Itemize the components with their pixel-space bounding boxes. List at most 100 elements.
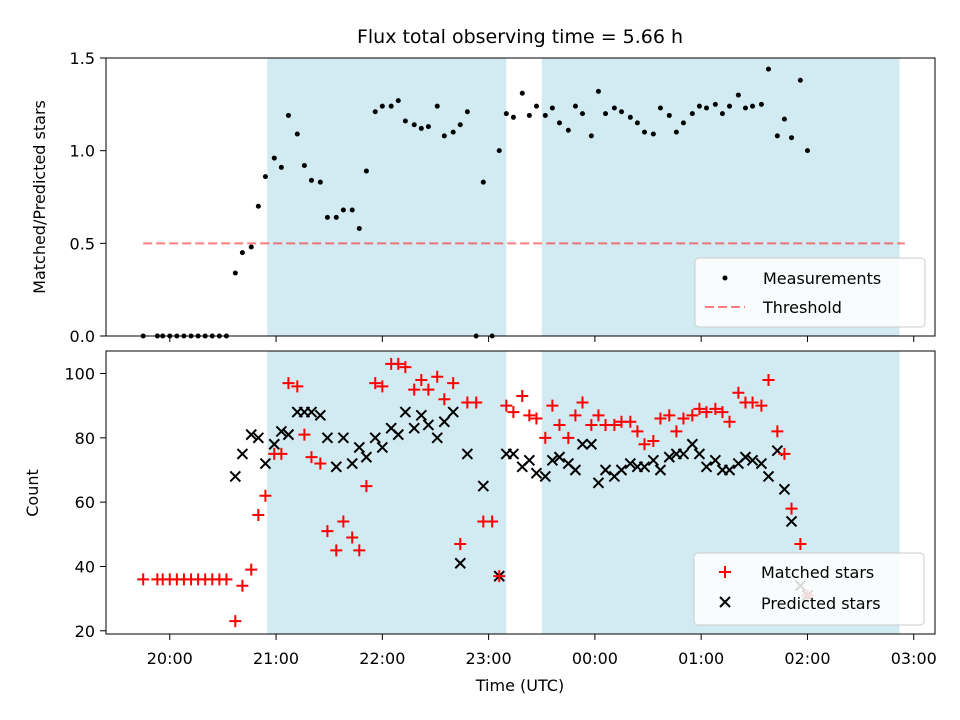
matched-star-point [314,457,327,470]
measurement-point [603,111,609,117]
measurement-point [789,135,795,141]
predicted-star-point [755,457,768,470]
matched-star-point [470,396,483,409]
measurement-point [703,105,709,111]
matched-star-point [523,409,536,422]
measurement-point [418,125,424,131]
predicted-star-point [762,470,775,483]
matched-star-point [422,383,435,396]
predicted-star-point [477,480,490,492]
matched-star-point [353,544,366,557]
predicted-star-point [252,432,265,444]
predicted-star-point [569,464,582,476]
measurement-point [804,148,810,154]
matched-star-point [546,399,559,412]
matched-star-point [392,357,405,370]
measurement-point [696,103,702,109]
matched-star-point [259,489,272,502]
matched-star-point [399,361,412,374]
predicted-stars-points [229,406,814,602]
predicted-star-point [236,448,249,460]
matched-star-point [723,415,736,428]
predicted-star-point [392,428,404,441]
y-tick-label: 0.5 [70,234,95,253]
measurement-point [340,207,346,213]
x-tick-label: 01:00 [678,649,724,668]
matched-star-point [516,390,529,403]
predicted-star-point [454,557,466,569]
matched-star-point [709,402,722,415]
predicted-star-point [321,432,334,444]
measurement-point [308,177,314,183]
measurement-point [356,226,362,232]
matched-star-point [686,409,699,422]
matched-star-point [530,412,543,425]
ratio-plot-frame [105,57,936,337]
predicted-star-point [346,457,358,470]
matched-star-point [762,373,775,386]
matched-star-point [415,373,428,386]
predicted-star-point [337,432,350,444]
ratio-y-axis-label: Matched/Predicted stars [30,100,49,294]
predicted-star-point [693,448,706,460]
matched-star-point [631,425,644,438]
matched-star-point [291,380,304,393]
matched-star-point [493,570,506,583]
predicted-star-point [360,451,373,463]
matched-star-point [275,447,288,460]
matched-star-point [663,409,676,422]
legend-matched-marker [719,566,731,578]
predicted-star-point [546,454,559,467]
measurement-point [526,112,532,118]
predicted-star-point [638,461,651,473]
matched-star-point [252,509,265,522]
matched-star-point [716,406,729,419]
y-tick-label: 40 [75,557,95,576]
predicted-star-point [305,406,318,418]
measurement-point [742,105,748,111]
matched-star-point [732,386,745,399]
measurement-point [634,120,640,126]
predicted-star-point [663,451,676,463]
matched-star-point [438,393,451,406]
matched-star-point [305,451,318,464]
measurement-point [680,120,686,126]
measurement-point [556,120,562,126]
predicted-star-point [686,438,699,450]
measurement-point [278,164,284,170]
ratio-x-ticks [169,336,915,342]
predicted-star-point [677,448,690,460]
measurement-point [388,103,394,109]
measurement-point [395,98,401,104]
measurement-point [712,101,718,107]
measurement-point [372,109,378,115]
legend-measurements-label: Measurements [763,269,881,288]
measurement-point [588,133,594,139]
predicted-star-point [576,438,589,450]
x-tick-label: 02:00 [784,649,830,668]
matched-star-point [369,377,382,390]
predicted-star-point [785,515,798,528]
predicted-star-point [369,432,381,444]
x-tick-label: 22:00 [359,649,405,668]
matched-star-point [638,438,651,451]
predicted-star-point [268,438,280,450]
count-plot-frame [105,350,936,635]
predicted-star-point [438,416,451,428]
x-tick-label: 00:00 [572,649,618,668]
measurement-point [317,179,323,185]
matched-star-point [431,370,444,383]
predicted-star-point [431,432,443,444]
legend-threshold-label: Threshold [762,298,842,317]
measurement-point [781,116,787,122]
measurement-point [641,129,647,135]
predicted-star-point [624,457,637,470]
matched-star-point [330,544,343,557]
predicted-star-point [592,477,605,489]
matched-star-point [220,573,233,586]
count-x-ticks: 20:00 21:00 22:00 23:00 00:00 01:00 02:00 03:00 [147,634,937,668]
measurement-point [262,174,268,180]
predicted-star-point [399,406,412,418]
measurement-point [627,114,633,120]
ratio-panel: 0.0 0.5 1.0 1.5 Matched/Predicted stars Mea… [30,49,936,346]
